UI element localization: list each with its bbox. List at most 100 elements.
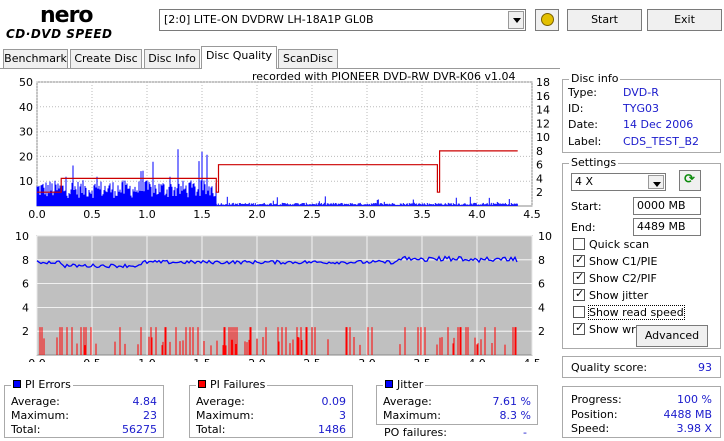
top-y-right-tick-label: 8 xyxy=(536,145,543,158)
logo-nero-text: nero xyxy=(40,3,94,28)
show-read-speed-checkbox[interactable]: Show read speed xyxy=(573,305,685,320)
pi-errors-group: PI Errors Average: 4.84 Maximum: 23 Tota… xyxy=(4,378,164,438)
speed-select[interactable]: 4 X xyxy=(571,173,666,191)
po-failures-value: - xyxy=(523,426,527,439)
bottom-x-tick-label: 1.0 xyxy=(138,357,156,362)
pi-failures-total-label: Total: xyxy=(196,423,226,436)
quality-score-label: Quality score: xyxy=(571,361,648,374)
bottom-x-tick-label: 4.0 xyxy=(468,357,486,362)
top-y-right-tick-label: 2 xyxy=(536,186,543,199)
pi-failures-series xyxy=(39,327,517,355)
top-y-right-tick-label: 16 xyxy=(536,90,550,103)
pi-failures-total-value: 1486 xyxy=(318,423,346,436)
top-x-tick-label: 1.0 xyxy=(138,208,156,221)
show-c2-pif-checkbox[interactable]: Show C2/PIF xyxy=(573,270,657,285)
checkbox-box xyxy=(573,238,585,250)
bottom-x-tick-label: 2.5 xyxy=(303,357,321,362)
logo-cd-dvd-speed-text: CD·DVD SPEED xyxy=(6,27,113,41)
bottom-x-tick-label: 0.5 xyxy=(83,357,101,362)
quick-scan-label: Quick scan xyxy=(589,238,650,251)
tab-scandisc[interactable]: ScanDisc xyxy=(278,49,338,68)
tab-benchmark[interactable]: Benchmark xyxy=(3,49,68,68)
tab-create-disc[interactable]: Create Disc xyxy=(70,49,142,68)
advanced-button[interactable]: Advanced xyxy=(636,325,708,347)
pi-failures-title: PI Failures xyxy=(196,378,268,391)
top-x-tick-label: 4.0 xyxy=(468,208,486,221)
pi-errors-maximum-value: 23 xyxy=(143,409,157,422)
drive-select[interactable]: [2:0] LITE-ON DVDRW LH-18A1P GL0B xyxy=(159,9,526,31)
top-y-left-tick-label: 40 xyxy=(19,101,33,114)
pi-errors-average-label: Average: xyxy=(11,395,60,408)
write-speed-line xyxy=(37,150,518,193)
quick-scan-checkbox[interactable]: Quick scan xyxy=(573,238,649,251)
tab-disc-info[interactable]: Disc Info xyxy=(144,49,200,68)
pi-errors-series xyxy=(36,149,518,206)
settings-title: Settings xyxy=(569,156,619,169)
tab-disc-quality[interactable]: Disc Quality xyxy=(201,46,277,69)
bottom-y-right-tick-label: 10 xyxy=(538,230,552,243)
top-y-right-tick-label: 4 xyxy=(536,172,543,185)
top-y-left-tick-label: 10 xyxy=(19,175,33,188)
show-c1-pie-checkbox[interactable]: Show C1/PIE xyxy=(573,253,658,268)
top-x-tick-label: 2.0 xyxy=(248,208,266,221)
jitter-line xyxy=(36,255,518,269)
pi-errors-color-swatch xyxy=(13,380,21,388)
jitter-maximum-label: Maximum: xyxy=(383,409,441,422)
pi-errors-total-label: Total: xyxy=(11,423,41,436)
disc-info-group: Disc info Type: DVD-R ID: TYG03 Date: 14… xyxy=(562,72,721,153)
jitter-group: Jitter Average: 7.61 % Maximum: 8.3 % xyxy=(376,378,538,425)
checkbox-box xyxy=(573,270,585,284)
refresh-icon: ⟳ xyxy=(684,172,695,187)
bottom-y-left-tick-label: 4 xyxy=(22,301,29,314)
bottom-x-tick-label: 1.5 xyxy=(193,357,211,362)
pi-failures-average-label: Average: xyxy=(196,395,245,408)
disc-label-label: Label: xyxy=(568,135,602,148)
checkbox-box xyxy=(573,287,585,301)
bottom-y-right-tick-label: 4 xyxy=(538,301,545,314)
jitter-title-text: Jitter xyxy=(397,378,424,391)
progress-box: Progress: 100 % Position: 4488 MB Speed:… xyxy=(562,386,721,438)
chevron-down-icon[interactable] xyxy=(508,11,524,29)
top-y-left-tick-label: 50 xyxy=(19,76,33,89)
pi-errors-maximum-label: Maximum: xyxy=(11,409,69,422)
settings-group: Settings 4 X ⟳ Start: 0000 MB End: 4489 … xyxy=(562,156,721,349)
progress-value: 100 % xyxy=(677,393,712,406)
recorded-with-label: recorded with PIONEER DVD-RW DVR-K06 v1.… xyxy=(252,70,516,83)
pi-failures-average-value: 0.09 xyxy=(321,395,347,408)
checkbox-box xyxy=(573,306,585,318)
top-x-tick-label: 0.0 xyxy=(28,208,46,221)
position-label: Position: xyxy=(571,408,618,421)
start-button[interactable]: Start xyxy=(567,9,642,31)
end-input[interactable]: 4489 MB xyxy=(633,218,701,236)
exit-button[interactable]: Exit xyxy=(647,9,722,31)
bottom-y-right-tick-label: 8 xyxy=(538,254,545,267)
progress-label: Progress: xyxy=(571,393,622,406)
quality-score-box: Quality score: 93 xyxy=(562,356,721,378)
position-value: 4488 MB xyxy=(663,408,712,421)
jitter-average-label: Average: xyxy=(383,395,432,408)
top-x-tick-label: 3.0 xyxy=(358,208,376,221)
eject-disc-button[interactable] xyxy=(535,9,559,31)
bottom-y-right-tick-label: 2 xyxy=(538,325,545,338)
speed-select-value: 4 X xyxy=(575,175,594,188)
show-read-speed-label: Show read speed xyxy=(588,305,685,320)
refresh-speed-button[interactable]: ⟳ xyxy=(679,170,701,191)
tab-divider xyxy=(0,68,560,69)
start-input[interactable]: 0000 MB xyxy=(633,197,701,215)
top-y-right-tick-label: 6 xyxy=(536,159,543,172)
show-jitter-checkbox[interactable]: Show jitter xyxy=(573,287,648,302)
jitter-maximum-value: 8.3 % xyxy=(499,409,531,422)
bottom-x-tick-label: 3.0 xyxy=(358,357,376,362)
bottom-x-tick-label: 4.5 xyxy=(523,357,541,362)
show-c1-pie-label: Show C1/PIE xyxy=(589,255,658,268)
nero-logo: nero CD·DVD SPEED xyxy=(4,3,154,43)
start-label: Start: xyxy=(571,200,602,213)
disc-id-value: TYG03 xyxy=(623,102,659,115)
bottom-x-tick-label: 2.0 xyxy=(248,357,266,362)
top-y-right-tick-label: 14 xyxy=(536,104,550,117)
top-plot-area xyxy=(36,81,533,207)
disc-icon xyxy=(541,13,554,26)
bottom-y-left-tick-label: 6 xyxy=(22,278,29,291)
chevron-down-icon[interactable] xyxy=(648,175,664,189)
checkbox-box xyxy=(573,253,585,267)
